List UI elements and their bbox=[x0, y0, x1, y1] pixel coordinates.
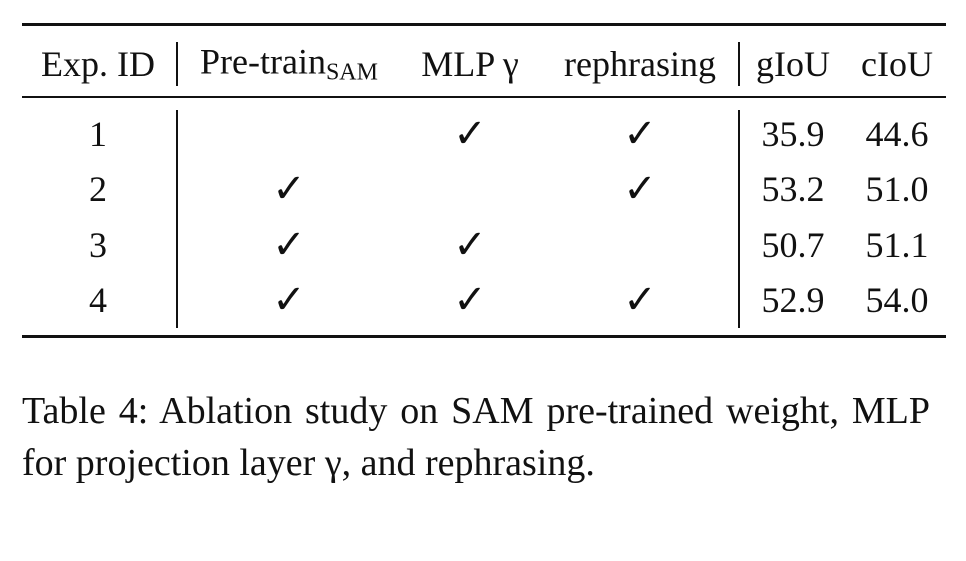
table-cell: 54.0 bbox=[865, 280, 929, 320]
table-cell: 4 bbox=[89, 280, 107, 320]
header-text: cIoU bbox=[861, 44, 933, 84]
header-text: Pre-train bbox=[200, 41, 326, 82]
check-cell: ✓ bbox=[453, 222, 487, 268]
header-rule bbox=[22, 96, 946, 98]
check-cell: ✓ bbox=[453, 111, 487, 157]
check-cell: ✓ bbox=[272, 222, 306, 268]
header-text: rephrasing bbox=[564, 44, 716, 84]
header-text: gIoU bbox=[756, 44, 830, 84]
check-cell: ✓ bbox=[453, 277, 487, 323]
bottom-rule bbox=[22, 335, 946, 338]
check-cell: ✓ bbox=[272, 166, 306, 212]
table-cell: 51.0 bbox=[865, 169, 929, 209]
column-divider bbox=[738, 42, 740, 86]
header-cell: gIoU bbox=[756, 46, 830, 82]
table-cell: 3 bbox=[89, 225, 107, 265]
column-divider bbox=[176, 110, 178, 328]
header-cell: rephrasing bbox=[564, 46, 716, 82]
table-cell: 53.2 bbox=[761, 169, 825, 209]
table-cell: 35.9 bbox=[761, 114, 825, 154]
check-cell: ✓ bbox=[623, 166, 657, 212]
header-text: MLP γ bbox=[421, 44, 519, 84]
header-cell: Exp. ID bbox=[41, 46, 155, 82]
top-rule bbox=[22, 23, 946, 26]
header-cell: cIoU bbox=[861, 46, 933, 82]
check-cell: ✓ bbox=[623, 111, 657, 157]
header-text: Exp. ID bbox=[41, 44, 155, 84]
header-cell: MLP γ bbox=[421, 46, 519, 82]
column-divider bbox=[738, 110, 740, 328]
table-cell: 44.6 bbox=[865, 114, 929, 154]
table-cell: 2 bbox=[89, 169, 107, 209]
column-divider bbox=[176, 42, 178, 86]
header-cell: Pre-trainSAM bbox=[200, 44, 378, 85]
header-subscript: SAM bbox=[325, 59, 378, 86]
table-cell: 50.7 bbox=[761, 225, 825, 265]
check-cell: ✓ bbox=[623, 277, 657, 323]
table-cell: 51.1 bbox=[865, 225, 929, 265]
table-caption: Table 4: Ablation study on SAM pre-train… bbox=[22, 390, 930, 484]
table-cell: 1 bbox=[89, 114, 107, 154]
check-cell: ✓ bbox=[272, 277, 306, 323]
table-cell: 52.9 bbox=[761, 280, 825, 320]
